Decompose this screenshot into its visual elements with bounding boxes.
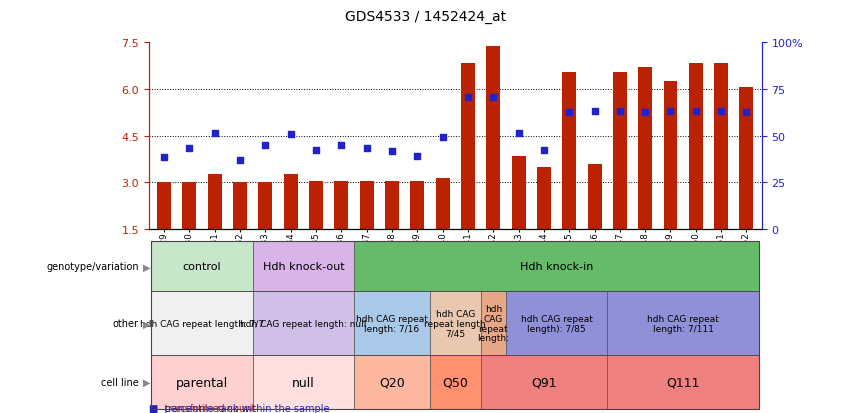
Bar <box>537 167 551 229</box>
Bar <box>688 64 703 229</box>
Bar <box>410 181 425 229</box>
Point <box>386 148 399 155</box>
Point <box>740 110 753 116</box>
Point <box>588 108 602 115</box>
Text: Q20: Q20 <box>379 375 405 389</box>
Bar <box>587 164 602 229</box>
Bar <box>461 64 475 229</box>
Bar <box>511 157 526 229</box>
Point <box>461 94 475 101</box>
Text: Q91: Q91 <box>531 375 557 389</box>
Text: hdh CAG repeat length: 7/7: hdh CAG repeat length: 7/7 <box>140 319 264 328</box>
Text: ■  percentile rank within the sample: ■ percentile rank within the sample <box>149 403 329 413</box>
Point <box>360 145 374 152</box>
Point <box>183 145 197 152</box>
Text: ▶: ▶ <box>143 377 151 387</box>
Text: null: null <box>292 375 315 389</box>
Point <box>487 94 500 101</box>
Text: hdh CAG repeat
length): 7/85: hdh CAG repeat length): 7/85 <box>521 314 592 333</box>
Text: hdh CAG repeat
length: 7/111: hdh CAG repeat length: 7/111 <box>648 314 719 333</box>
Point <box>309 147 323 154</box>
Bar <box>309 181 323 229</box>
Point <box>334 142 348 149</box>
Text: cell line: cell line <box>101 377 139 387</box>
Point <box>259 142 272 149</box>
Bar <box>157 183 171 229</box>
Point <box>208 130 221 136</box>
Text: GDS4533 / 1452424_at: GDS4533 / 1452424_at <box>345 10 506 24</box>
Bar <box>233 183 247 229</box>
Point <box>436 135 449 141</box>
Point <box>284 131 298 138</box>
Point <box>233 158 247 164</box>
Bar <box>436 178 449 229</box>
Bar <box>563 73 576 229</box>
Text: ■  transformed count: ■ transformed count <box>149 403 255 413</box>
Text: control: control <box>183 262 221 272</box>
Point <box>563 110 576 116</box>
Text: Hdh knock-in: Hdh knock-in <box>520 262 593 272</box>
Point <box>157 154 171 161</box>
Bar <box>613 73 627 229</box>
Bar <box>638 68 652 229</box>
Bar <box>740 88 753 229</box>
Text: Q111: Q111 <box>666 375 700 389</box>
Bar <box>664 82 677 229</box>
Point <box>664 108 677 115</box>
Text: hdh CAG repeat
length: 7/16: hdh CAG repeat length: 7/16 <box>356 314 428 333</box>
Text: hdh CAG repeat length: null: hdh CAG repeat length: null <box>240 319 367 328</box>
Text: other: other <box>112 318 139 329</box>
Point <box>410 153 424 160</box>
Bar <box>283 175 298 229</box>
Point <box>638 110 652 116</box>
Text: hdh
CAG
repeat
length:: hdh CAG repeat length: <box>477 304 509 342</box>
Text: Q50: Q50 <box>443 375 468 389</box>
Text: hdh CAG
repeat length
7/45: hdh CAG repeat length 7/45 <box>425 309 486 338</box>
Bar <box>385 181 399 229</box>
Bar <box>259 183 272 229</box>
Text: ▶: ▶ <box>143 262 151 272</box>
Bar <box>208 175 222 229</box>
Point <box>511 130 525 136</box>
Text: Hdh knock-out: Hdh knock-out <box>263 262 344 272</box>
Point <box>613 108 626 115</box>
Text: genotype/variation: genotype/variation <box>46 262 139 272</box>
Bar <box>182 183 197 229</box>
Text: ▶: ▶ <box>143 318 151 329</box>
Bar <box>714 64 728 229</box>
Point <box>689 108 703 115</box>
Bar <box>486 47 500 229</box>
Bar <box>334 181 348 229</box>
Point <box>537 147 551 154</box>
Point <box>714 108 728 115</box>
Text: parental: parental <box>176 375 228 389</box>
Bar <box>360 181 374 229</box>
